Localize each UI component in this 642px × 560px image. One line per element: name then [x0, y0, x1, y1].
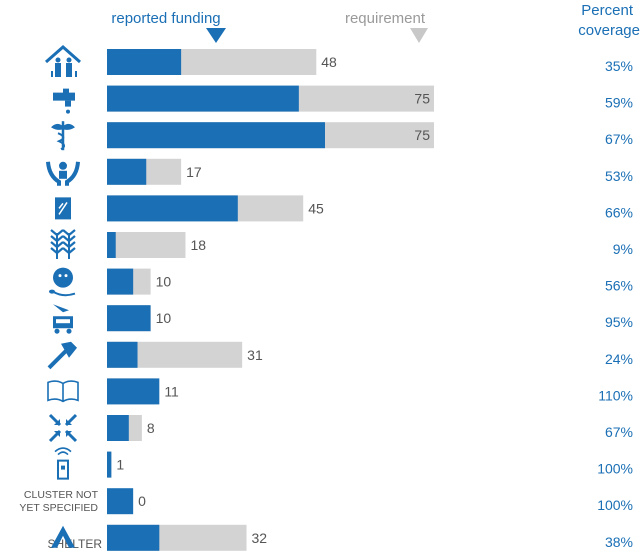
coverage-label: 59%	[605, 95, 633, 111]
chart-row: 0 100% CLUSTER NOT YET SPECIFIED	[19, 488, 633, 515]
chart-rows: 48 35%75 59%75 67%17 53%45 66%18 9%10 56%10 95%3…	[19, 44, 633, 551]
chart-row: 1 100%	[107, 451, 633, 478]
chart-row: 10 56%	[107, 268, 633, 295]
chart-row: 75 59%	[107, 85, 633, 112]
requirement-bar	[107, 232, 186, 258]
coverage-label: 9%	[613, 241, 633, 257]
chart-row: 18 9%	[107, 232, 633, 258]
chart-row: 45 66%	[107, 195, 633, 222]
funding-bar	[107, 305, 151, 332]
health-caduceus-icon	[51, 121, 75, 151]
requirement-value-label: 1	[116, 457, 124, 473]
legend-requirement-marker	[410, 28, 428, 43]
coverage-header-line2: coverage	[578, 22, 640, 39]
coverage-label: 95%	[605, 314, 633, 330]
chart-row: 48 35%	[107, 49, 633, 75]
legend-funding-label: reported funding	[111, 10, 220, 27]
requirement-value-label: 75	[414, 91, 430, 107]
chart-row: 31 24%	[107, 341, 633, 368]
coordination-arrows-icon	[48, 413, 78, 443]
education-book-icon	[47, 380, 79, 403]
early-recovery-hammer-icon	[47, 341, 77, 370]
category-label: SHELTER	[48, 537, 103, 551]
requirement-value-label: 48	[321, 54, 337, 70]
requirement-value-label: 10	[156, 274, 172, 290]
coverage-label: 100%	[597, 461, 633, 477]
funding-bar	[107, 49, 182, 75]
funding-bar	[107, 85, 299, 112]
chart-row: 11 110%	[107, 378, 633, 405]
logistics-transport-icon	[53, 304, 73, 334]
requirement-value-label: 11	[164, 383, 179, 399]
water-tap-icon	[53, 88, 75, 114]
chart-row: 75 67%	[107, 122, 633, 149]
requirement-value-label: 32	[252, 530, 268, 546]
funding-bar	[107, 232, 116, 258]
chart-row: 10 95%	[107, 305, 633, 332]
funding-bar	[107, 524, 160, 551]
requirement-value-label: 75	[414, 127, 430, 143]
coverage-label: 66%	[605, 204, 633, 220]
protection-hands-icon	[46, 161, 80, 186]
funding-bar	[107, 378, 160, 405]
chart-row: 32 38% SHELTER	[48, 524, 633, 551]
funding-bar	[107, 451, 112, 478]
coverage-label: 53%	[605, 168, 633, 184]
coverage-label: 35%	[605, 58, 633, 74]
funding-bar	[107, 195, 238, 222]
food-can-icon	[55, 197, 71, 220]
funding-bar	[107, 341, 138, 368]
coverage-label: 56%	[605, 278, 633, 294]
funding-bar	[107, 268, 134, 295]
requirement-value-label: 18	[190, 237, 206, 253]
category-label: CLUSTER NOT YET SPECIFIED	[19, 489, 98, 514]
funding-bar	[107, 488, 134, 515]
funding-bar	[107, 415, 129, 441]
shelter-family-icon	[45, 44, 81, 77]
coverage-label: 38%	[605, 534, 633, 550]
coverage-label: 100%	[597, 497, 633, 513]
coverage-label: 67%	[605, 424, 633, 440]
funding-bar	[107, 158, 147, 185]
coverage-label: 110%	[598, 387, 633, 403]
requirement-value-label: 17	[186, 164, 202, 180]
shelter-tent-icon	[51, 525, 75, 548]
chart-row: 8 67%	[107, 415, 633, 441]
requirement-value-label: 31	[247, 347, 263, 363]
agriculture-wheat-icon	[50, 229, 76, 259]
coverage-label: 24%	[605, 351, 633, 367]
legend-requirement-label: requirement	[345, 10, 426, 27]
requirement-value-label: 8	[147, 420, 155, 436]
requirement-value-label: 0	[138, 493, 146, 509]
nutrition-child-icon	[49, 267, 76, 297]
requirement-value-label: 10	[156, 310, 172, 326]
coverage-header-line1: Percent	[581, 2, 634, 19]
telecom-phone-icon	[54, 447, 72, 480]
chart-row: 17 53%	[107, 158, 633, 185]
funding-bar	[107, 122, 325, 149]
coverage-label: 67%	[605, 131, 633, 147]
requirement-value-label: 45	[308, 200, 324, 216]
legend-funding-marker	[206, 28, 226, 43]
